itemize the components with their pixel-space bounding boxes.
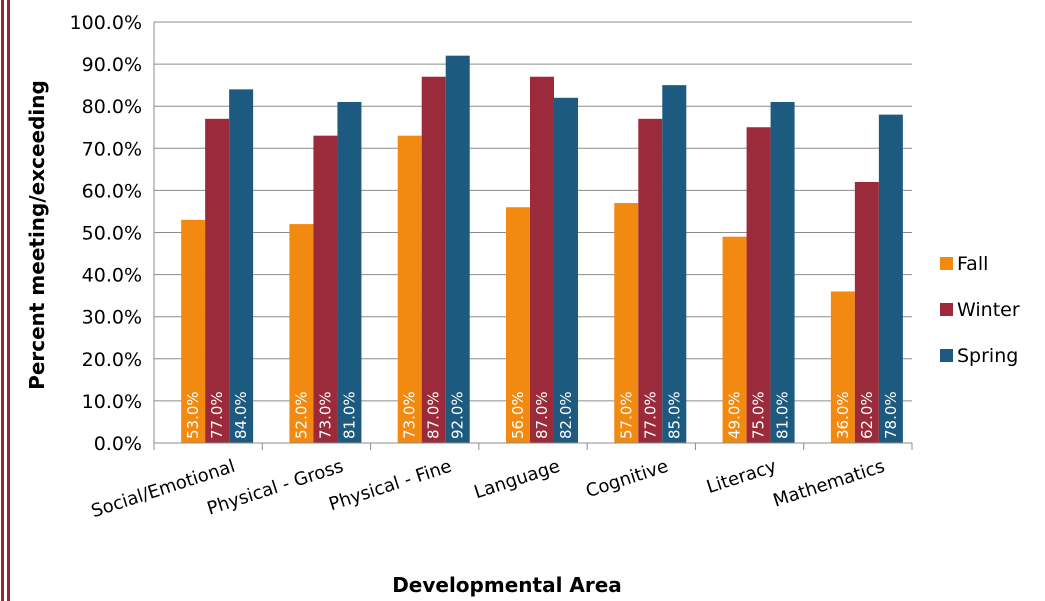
data-label: 49.0%: [726, 391, 744, 439]
data-label: 73.0%: [401, 391, 419, 439]
y-tick-label: 100.0%: [70, 12, 142, 34]
y-tick-label: 40.0%: [82, 265, 142, 287]
bar-winter: [530, 76, 554, 443]
legend-swatch-fall: [940, 257, 953, 270]
y-tick-label: 50.0%: [82, 223, 142, 245]
bar-spring: [662, 85, 687, 444]
bar-winter: [313, 135, 338, 444]
bar-fall: [614, 203, 639, 443]
data-label: 81.0%: [340, 391, 358, 439]
left-border-line-inner: [7, 0, 10, 601]
bar-fall: [289, 224, 314, 443]
x-category-label: Physical - Fine: [326, 456, 454, 515]
data-label: 75.0%: [750, 391, 768, 439]
bar-spring: [229, 89, 254, 444]
bar-fall: [830, 291, 855, 443]
bar-spring: [878, 114, 903, 444]
data-label: 85.0%: [665, 391, 683, 439]
y-tick-label: 80.0%: [82, 96, 142, 118]
x-category-label: Literacy: [704, 456, 779, 498]
y-tick-label: 0.0%: [94, 433, 142, 455]
y-tick-label: 30.0%: [82, 307, 142, 329]
x-category-label: Cognitive: [583, 456, 671, 502]
legend-label-spring: Spring: [957, 345, 1018, 367]
x-category-label: Language: [472, 456, 563, 503]
x-axis: [153, 22, 913, 450]
data-label: 81.0%: [774, 391, 792, 439]
bar-winter: [746, 127, 771, 443]
bar-fall: [397, 135, 422, 444]
legend-swatch-winter: [940, 303, 953, 316]
x-axis-title: Developmental Area: [392, 573, 622, 597]
y-tick-label: 90.0%: [82, 54, 142, 76]
data-label: 84.0%: [232, 391, 250, 439]
legend: Fall Winter Spring: [940, 253, 1020, 367]
legend-swatch-spring: [940, 349, 953, 362]
left-border-line-outer: [1, 0, 4, 601]
bar-spring: [770, 101, 795, 444]
data-label: 92.0%: [449, 391, 467, 439]
x-category-label: Mathematics: [771, 456, 888, 512]
legend-label-winter: Winter: [957, 299, 1020, 321]
legend-label-fall: Fall: [957, 253, 988, 275]
y-axis-tick-labels: 0.0% 10.0% 20.0% 30.0% 40.0% 50.0% 60.0% 70.0% 8…: [70, 12, 142, 455]
decorative-left-border: [0, 0, 14, 601]
data-label: 57.0%: [617, 391, 635, 439]
data-label: 77.0%: [208, 391, 226, 439]
bar-spring: [337, 101, 362, 444]
data-label: 78.0%: [882, 391, 900, 439]
bar-spring: [445, 55, 470, 444]
data-label: 73.0%: [316, 391, 334, 439]
data-label: 53.0%: [184, 391, 202, 439]
y-axis-title: Percent meeting/exceeding: [25, 80, 49, 390]
data-label: 56.0%: [509, 391, 527, 439]
data-label: 62.0%: [858, 391, 876, 439]
y-tick-label: 60.0%: [82, 180, 142, 202]
y-tick-label: 20.0%: [82, 349, 142, 371]
bar-spring: [554, 97, 578, 443]
data-label: 52.0%: [292, 391, 310, 439]
bar-fall: [181, 219, 206, 443]
bar-fall: [506, 207, 530, 443]
data-label: 82.0%: [557, 391, 575, 439]
data-label: 36.0%: [834, 391, 852, 439]
bar-fall: [722, 236, 747, 443]
bar-winter: [638, 118, 663, 443]
y-tick-label: 10.0%: [82, 391, 142, 413]
bar-winter: [854, 181, 879, 444]
bar-winter: [421, 76, 446, 443]
bar-winter: [205, 118, 230, 443]
data-label: 87.0%: [533, 391, 551, 439]
data-label: 77.0%: [641, 391, 659, 439]
data-label: 87.0%: [425, 391, 443, 439]
y-tick-label: 70.0%: [82, 138, 142, 160]
bars: 53.0% 77.0% 84.0% 52.0% 73.0% 81.0% 73.0% 87.0%…: [181, 55, 903, 444]
